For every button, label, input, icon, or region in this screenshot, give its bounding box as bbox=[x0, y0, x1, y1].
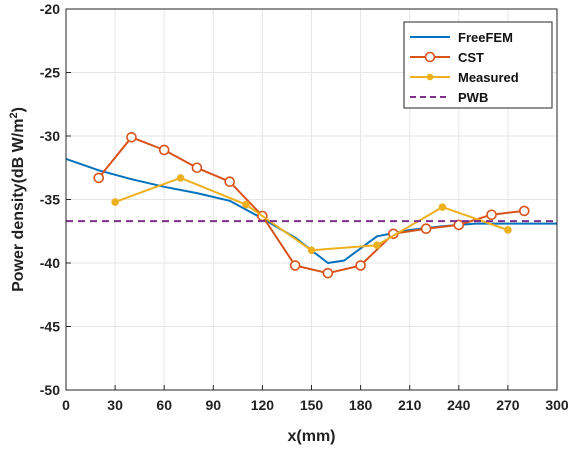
y-tick-label: -45 bbox=[40, 319, 60, 335]
cst-point bbox=[420, 223, 432, 235]
measured-point bbox=[111, 198, 119, 206]
y-tick-label: -40 bbox=[40, 255, 60, 271]
legend-label-cst: CST bbox=[458, 50, 484, 65]
cst-point bbox=[518, 205, 530, 217]
measured-point bbox=[504, 226, 512, 234]
y-axis-title-main: Power density(dB W/m bbox=[10, 119, 27, 292]
cst-point bbox=[224, 176, 235, 188]
cst-point bbox=[322, 267, 334, 279]
x-tick-label: 150 bbox=[300, 397, 324, 413]
y-axis-title-close: ) bbox=[10, 107, 27, 112]
y-axis-title: Power density(dB W/m2) bbox=[8, 107, 27, 292]
cst-point bbox=[486, 209, 497, 221]
cst-point bbox=[126, 131, 137, 143]
x-tick-label: 60 bbox=[156, 397, 172, 413]
x-tick-label: 30 bbox=[107, 397, 123, 413]
x-axis-title: x(mm) bbox=[287, 428, 335, 445]
series-cst bbox=[93, 131, 530, 279]
x-tick-label: 300 bbox=[545, 397, 569, 413]
y-tick-label: -30 bbox=[40, 128, 60, 144]
series-measured bbox=[111, 174, 512, 255]
x-tick-label: 240 bbox=[447, 397, 471, 413]
cst-point bbox=[158, 144, 170, 156]
series-layer bbox=[65, 131, 557, 279]
measured-point bbox=[307, 246, 316, 255]
x-tick-label: 270 bbox=[496, 397, 520, 413]
legend-label-pwb: PWB bbox=[458, 90, 488, 105]
x-tick-label: 0 bbox=[62, 397, 70, 413]
legend-label-measured: Measured bbox=[458, 70, 519, 85]
y-tick-label: -50 bbox=[40, 382, 60, 398]
cst-point bbox=[191, 162, 203, 174]
legend: FreeFEM CST Measured PWB bbox=[403, 21, 553, 109]
x-tick-label: 180 bbox=[349, 397, 373, 413]
measured-point bbox=[242, 200, 250, 209]
y-tick-label: -25 bbox=[40, 65, 60, 81]
measured-point bbox=[373, 241, 381, 250]
legend-entry-measured: Measured bbox=[410, 70, 519, 85]
legend-marker-cst bbox=[424, 51, 436, 63]
y-tick-label: -20 bbox=[40, 1, 60, 17]
measured-point bbox=[438, 203, 447, 211]
legend-marker-measured bbox=[426, 73, 434, 81]
legend-entry-pwb: PWB bbox=[410, 90, 488, 105]
y-tick-label: -35 bbox=[40, 192, 60, 208]
cst-point bbox=[355, 260, 366, 271]
cst-line bbox=[97, 136, 525, 275]
x-tick-label: 90 bbox=[206, 397, 222, 413]
axis-ticks: 0 30 60 90 120 150 180 210 240 270 300 -50 -45 -40 -35… bbox=[40, 1, 569, 413]
cst-point bbox=[453, 219, 465, 231]
x-tick-label: 210 bbox=[398, 397, 422, 413]
legend-entry-freefem: FreeFEM bbox=[410, 30, 513, 45]
cst-point bbox=[93, 172, 105, 184]
legend-label-freefem: FreeFEM bbox=[458, 30, 513, 45]
legend-entry-cst: CST bbox=[410, 50, 484, 65]
measured-point bbox=[176, 174, 185, 182]
x-tick-label: 120 bbox=[251, 397, 275, 413]
cst-point bbox=[289, 260, 301, 271]
y-axis-title-superscript: 2 bbox=[8, 112, 20, 118]
